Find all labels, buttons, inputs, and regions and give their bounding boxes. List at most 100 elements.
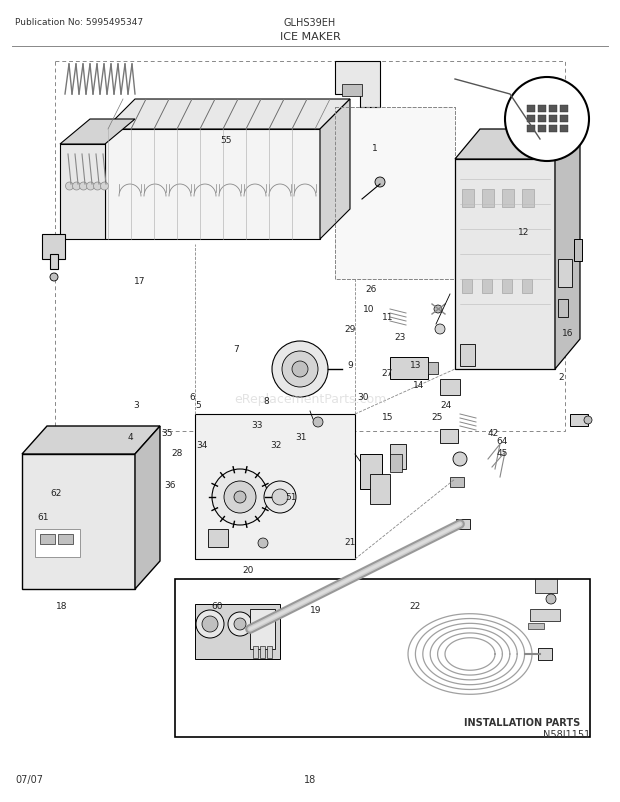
Bar	[527, 126, 535, 133]
Text: 13: 13	[410, 360, 421, 370]
Text: 28: 28	[171, 448, 182, 458]
Bar	[502, 190, 514, 208]
Circle shape	[505, 78, 589, 162]
Polygon shape	[60, 119, 135, 145]
Polygon shape	[22, 427, 160, 455]
Bar	[560, 115, 568, 123]
Text: 14: 14	[413, 380, 424, 390]
Polygon shape	[555, 130, 580, 370]
Bar	[462, 280, 472, 294]
Text: 8: 8	[264, 396, 270, 406]
Bar	[535, 579, 557, 593]
Bar	[342, 85, 362, 97]
Circle shape	[282, 351, 318, 387]
Circle shape	[435, 325, 445, 334]
Circle shape	[234, 492, 246, 504]
Polygon shape	[335, 107, 455, 280]
Circle shape	[73, 183, 81, 191]
Bar	[267, 646, 272, 658]
Text: 55: 55	[221, 136, 232, 145]
Bar	[456, 520, 470, 529]
Circle shape	[292, 362, 308, 378]
Bar	[527, 106, 535, 113]
Text: 6: 6	[189, 392, 195, 402]
Circle shape	[453, 452, 467, 467]
Text: 36: 36	[165, 480, 176, 490]
Polygon shape	[335, 62, 380, 107]
Bar	[450, 477, 464, 488]
Circle shape	[264, 481, 296, 513]
Text: Publication No: 5995495347: Publication No: 5995495347	[15, 18, 143, 27]
Text: 29: 29	[345, 324, 356, 334]
Bar	[440, 429, 458, 444]
Circle shape	[87, 183, 94, 191]
Text: 1: 1	[372, 144, 378, 153]
Text: 64: 64	[497, 436, 508, 446]
Circle shape	[546, 594, 556, 604]
Text: eReplacementParts.com: eReplacementParts.com	[234, 393, 386, 406]
Bar	[530, 610, 560, 622]
Circle shape	[196, 610, 224, 638]
Bar	[58, 534, 73, 545]
Circle shape	[375, 178, 385, 188]
Circle shape	[272, 342, 328, 398]
Bar	[549, 115, 557, 123]
Text: 10: 10	[363, 304, 374, 314]
Text: 33: 33	[252, 420, 263, 430]
Text: 60: 60	[211, 601, 223, 610]
Bar	[549, 106, 557, 113]
Circle shape	[258, 538, 268, 549]
Text: 23: 23	[394, 332, 405, 342]
Bar	[440, 379, 460, 395]
Text: 27: 27	[382, 368, 393, 378]
Polygon shape	[135, 427, 160, 589]
Bar	[527, 115, 535, 123]
Polygon shape	[105, 130, 320, 240]
Bar	[482, 280, 492, 294]
Text: GLHS39EH: GLHS39EH	[284, 18, 336, 28]
Text: 42: 42	[487, 428, 498, 438]
Circle shape	[584, 416, 592, 424]
Text: ICE MAKER: ICE MAKER	[280, 32, 340, 42]
Text: 11: 11	[382, 312, 393, 322]
Bar	[370, 475, 390, 504]
Polygon shape	[42, 235, 65, 260]
Bar	[460, 345, 475, 367]
Text: 15: 15	[382, 412, 393, 422]
Polygon shape	[320, 100, 350, 240]
Circle shape	[212, 469, 268, 525]
Bar	[35, 529, 80, 557]
Text: 12: 12	[518, 228, 529, 237]
Bar	[522, 280, 532, 294]
Text: 30: 30	[357, 392, 368, 402]
Circle shape	[224, 481, 256, 513]
Bar	[570, 415, 588, 427]
Bar	[360, 455, 382, 489]
Circle shape	[313, 418, 323, 427]
Circle shape	[202, 616, 218, 632]
Bar	[549, 126, 557, 133]
Text: 25: 25	[432, 412, 443, 422]
Bar	[574, 240, 582, 261]
Polygon shape	[455, 130, 580, 160]
Bar	[560, 106, 568, 113]
Text: 35: 35	[162, 428, 173, 438]
Circle shape	[50, 273, 58, 282]
Bar	[260, 646, 265, 658]
Text: 19: 19	[311, 605, 322, 614]
Text: 18: 18	[56, 601, 68, 610]
Text: 3: 3	[133, 400, 140, 410]
Text: 34: 34	[196, 440, 207, 450]
Bar	[195, 604, 280, 659]
Text: 9: 9	[347, 360, 353, 370]
Text: 51: 51	[286, 492, 297, 502]
Text: 62: 62	[50, 488, 61, 498]
Bar	[558, 300, 568, 318]
Bar	[55, 62, 565, 431]
Bar	[502, 280, 512, 294]
Text: INSTALLATION PARTS: INSTALLATION PARTS	[464, 717, 580, 727]
Polygon shape	[195, 415, 355, 559]
Text: 16: 16	[562, 328, 573, 338]
Circle shape	[66, 183, 74, 191]
Bar	[390, 444, 406, 469]
